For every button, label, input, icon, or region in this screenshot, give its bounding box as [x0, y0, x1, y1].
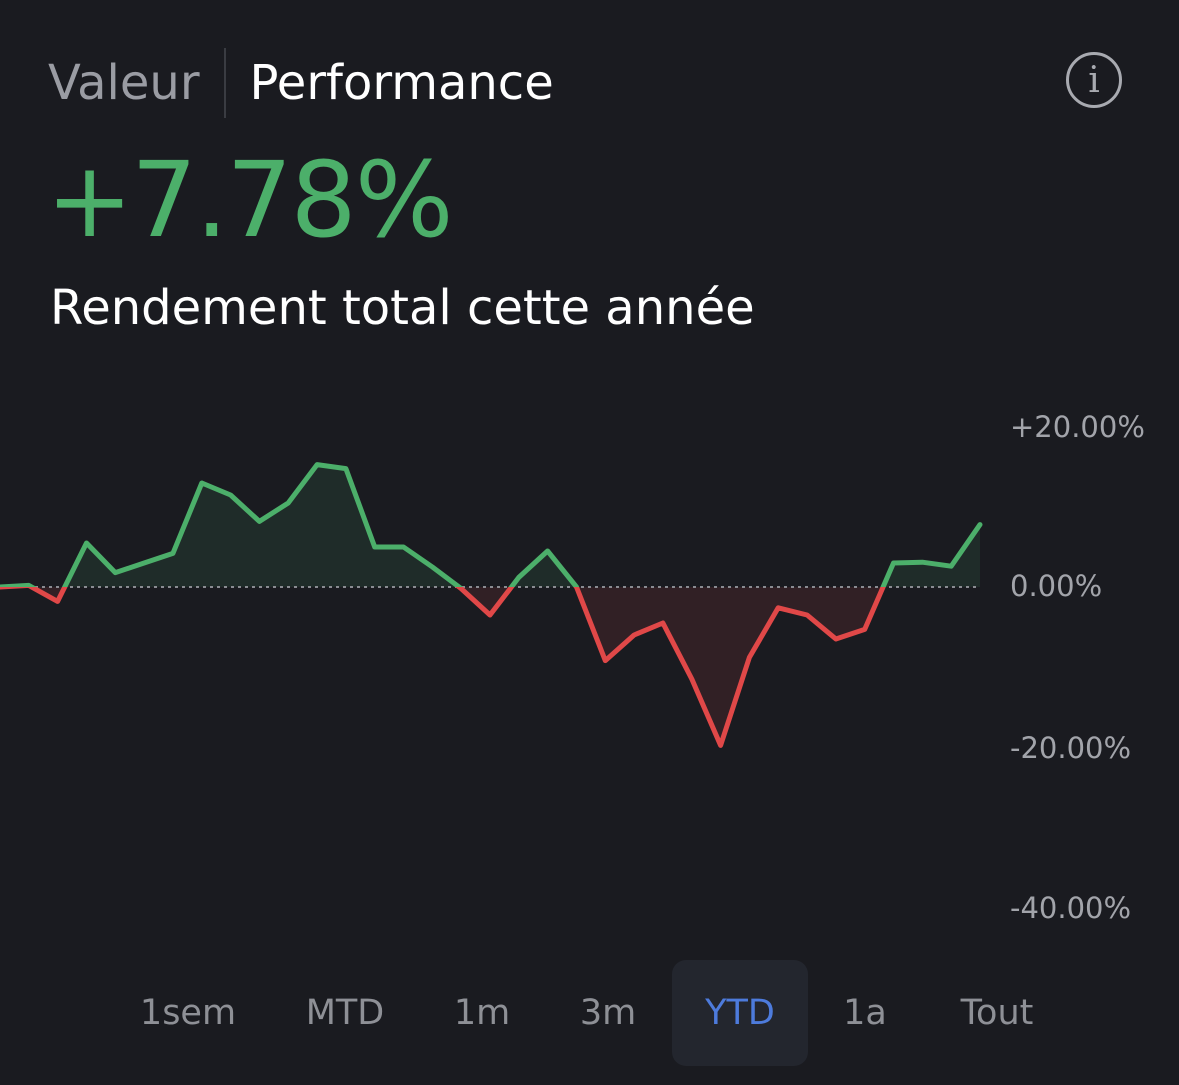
period-tout[interactable]: Tout: [960, 993, 1034, 1033]
positive-area-fill: [0, 464, 980, 587]
view-tabs: Valeur Performance: [48, 48, 554, 118]
period-selector: 1sem MTD 1m 3m YTD 1a Tout: [0, 960, 1179, 1066]
period-mtd[interactable]: MTD: [305, 993, 385, 1033]
negative-area-fill: [0, 587, 980, 746]
y-tick-label: 0.00%: [1010, 569, 1102, 603]
info-icon[interactable]: i: [1066, 52, 1122, 108]
period-1sem[interactable]: 1sem: [139, 993, 237, 1033]
performance-line-positive: [0, 462, 983, 587]
period-1m[interactable]: 1m: [453, 993, 511, 1033]
y-tick-label: -40.00%: [1010, 891, 1131, 925]
total-return-value: +7.78%: [46, 139, 454, 261]
tab-divider: [223, 48, 226, 118]
performance-chart: +20.00% 0.00% -20.00% -40.00%: [0, 410, 1145, 925]
tab-valeur[interactable]: Valeur: [48, 55, 200, 111]
performance-line-negative: [0, 587, 886, 748]
total-return-label: Rendement total cette année: [50, 280, 755, 336]
y-tick-label: +20.00%: [1010, 410, 1145, 444]
period-3m[interactable]: 3m: [579, 993, 637, 1033]
tab-performance[interactable]: Performance: [249, 55, 554, 111]
y-tick-label: -20.00%: [1010, 731, 1131, 765]
period-1a[interactable]: 1a: [843, 993, 887, 1033]
period-ytd[interactable]: YTD: [672, 960, 808, 1066]
